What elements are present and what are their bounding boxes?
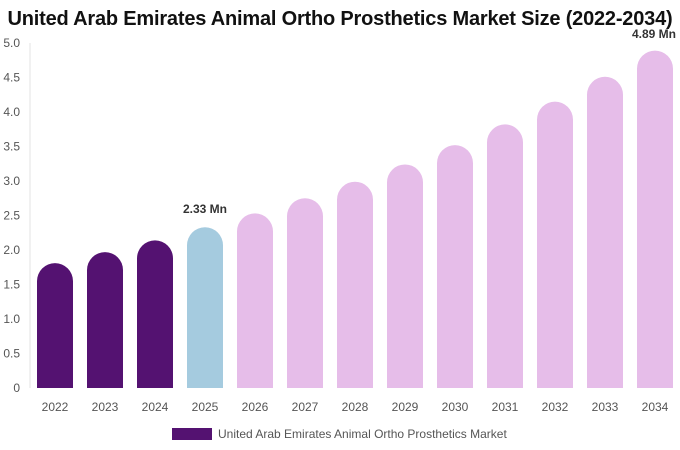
y-tick-label: 4.5 — [3, 71, 20, 85]
legend-label: United Arab Emirates Animal Ortho Prosth… — [218, 427, 507, 441]
bar-2022 — [37, 263, 73, 388]
x-tick-label: 2024 — [142, 400, 169, 414]
x-tick-label: 2032 — [542, 400, 569, 414]
x-tick-label: 2027 — [292, 400, 319, 414]
bar-2034 — [637, 50, 673, 388]
x-tick-label: 2034 — [642, 400, 669, 414]
y-tick-label: 0.5 — [3, 347, 20, 361]
x-tick-label: 2029 — [392, 400, 419, 414]
bar-2033 — [587, 76, 623, 388]
y-tick-label: 5.0 — [3, 36, 20, 50]
y-tick-label: 3.0 — [3, 174, 20, 188]
y-tick-label: 1.0 — [3, 312, 20, 326]
bar-2024 — [137, 240, 173, 388]
x-tick-label: 2030 — [442, 400, 469, 414]
x-tick-label: 2025 — [192, 400, 219, 414]
bar-2027 — [287, 198, 323, 388]
y-tick-label: 1.5 — [3, 278, 20, 292]
bar-2030 — [437, 145, 473, 388]
bar-2031 — [487, 124, 523, 388]
x-tick-label: 2026 — [242, 400, 269, 414]
bar-2025 — [187, 227, 223, 388]
y-tick-label: 0 — [13, 381, 20, 395]
legend: United Arab Emirates Animal Ortho Prosth… — [172, 426, 507, 442]
bar-2023 — [87, 252, 123, 388]
data-labels: 2.33 Mn 4.89 Mn — [183, 27, 676, 216]
x-tick-label: 2031 — [492, 400, 519, 414]
data-label-2025: 2.33 Mn — [183, 202, 227, 216]
x-tick-label: 2022 — [42, 400, 69, 414]
y-tick-label: 2.0 — [3, 243, 20, 257]
bar-2029 — [387, 164, 423, 388]
x-tick-label: 2028 — [342, 400, 369, 414]
y-axis: 0 0.5 1.0 1.5 2.0 2.5 3.0 3.5 4.0 4.5 5.0 — [3, 36, 31, 395]
bar-2026 — [237, 213, 273, 388]
chart-title: United Arab Emirates Animal Ortho Prosth… — [7, 8, 673, 30]
x-tick-label: 2033 — [592, 400, 619, 414]
bar-2028 — [337, 181, 373, 388]
y-tick-label: 4.0 — [3, 105, 20, 119]
y-tick-label: 2.5 — [3, 209, 20, 223]
x-axis: 2022 2023 2024 2025 2026 2027 2028 2029 2030 2031… — [42, 400, 669, 414]
bars — [37, 50, 673, 388]
y-tick-label: 3.5 — [3, 140, 20, 154]
x-tick-label: 2023 — [92, 400, 119, 414]
data-label-2034: 4.89 Mn — [632, 27, 676, 41]
bar-2032 — [537, 101, 573, 388]
legend-swatch — [172, 428, 212, 440]
